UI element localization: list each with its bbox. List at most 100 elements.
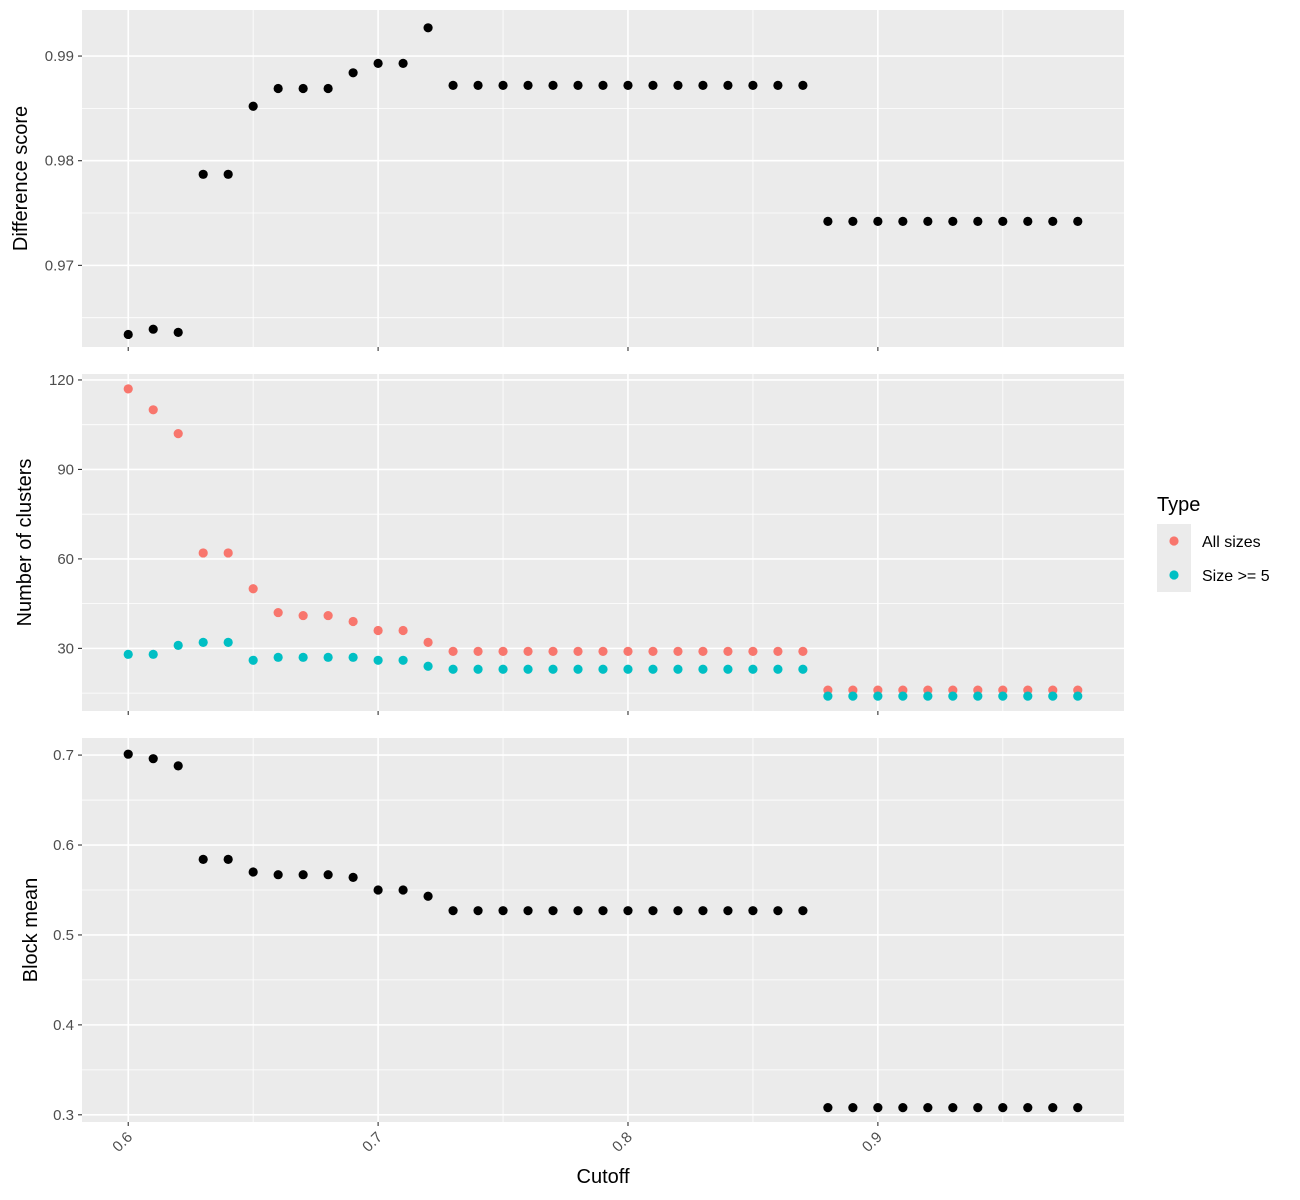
data-point	[498, 664, 508, 674]
data-point	[148, 754, 158, 764]
panel-1: 0.97 0.98 0.99 Difference score	[10, 10, 1124, 351]
data-point	[523, 664, 533, 674]
data-point	[298, 870, 308, 880]
data-point	[248, 584, 258, 594]
data-point	[323, 652, 333, 662]
data-point	[973, 216, 983, 227]
data-point	[623, 646, 633, 656]
data-point	[298, 652, 308, 662]
data-point	[923, 1103, 933, 1113]
x-tick-label: 0.9	[859, 1129, 886, 1156]
data-point	[748, 646, 758, 656]
data-point	[123, 384, 133, 394]
data-point	[748, 664, 758, 674]
data-point	[648, 646, 658, 656]
data-point	[173, 429, 183, 439]
data-point	[148, 324, 158, 334]
data-point	[348, 872, 358, 882]
x-tick-label: 0.6	[109, 1129, 136, 1156]
data-point	[198, 169, 208, 179]
data-point	[948, 216, 958, 227]
data-point	[223, 637, 233, 648]
data-point	[848, 691, 858, 701]
data-point	[373, 655, 383, 665]
data-point	[548, 906, 558, 916]
data-point	[298, 610, 308, 621]
data-point	[1023, 1103, 1033, 1113]
data-point	[673, 80, 683, 90]
data-point	[473, 664, 483, 674]
data-point	[598, 906, 608, 916]
data-point	[773, 80, 783, 90]
y-axis-title: Difference score	[10, 106, 32, 251]
data-point	[473, 80, 483, 90]
y-tick-label: 0.7	[53, 747, 74, 764]
legend-label: All sizes	[1202, 534, 1261, 551]
data-point	[423, 23, 433, 33]
data-point	[1073, 691, 1083, 701]
data-point	[848, 1103, 858, 1113]
data-point	[873, 691, 883, 701]
data-point	[623, 80, 633, 90]
data-point	[198, 637, 208, 648]
data-point	[348, 616, 358, 627]
data-point	[823, 1103, 833, 1113]
data-point	[123, 329, 133, 340]
data-point	[698, 646, 708, 656]
data-point	[223, 169, 233, 179]
data-point	[823, 691, 833, 701]
data-point	[123, 649, 133, 659]
data-point	[773, 664, 783, 674]
y-tick-label: 30	[57, 640, 74, 657]
data-point	[973, 691, 983, 701]
y-tick-label: 0.4	[53, 1017, 74, 1034]
data-point	[723, 664, 733, 674]
y-tick-label: 0.99	[45, 48, 74, 65]
y-tick-label: 90	[57, 461, 74, 478]
data-point	[273, 607, 283, 618]
data-point	[448, 646, 458, 656]
data-point	[848, 216, 858, 227]
data-point	[448, 80, 458, 90]
data-point	[423, 891, 433, 901]
data-point	[673, 646, 683, 656]
data-point	[598, 646, 608, 656]
legend-items: All sizes Size >= 5	[1157, 524, 1270, 592]
y-tick-label: 0.3	[53, 1107, 74, 1124]
data-point	[573, 80, 583, 90]
y-tick-label: 0.5	[53, 927, 74, 944]
data-point	[1023, 691, 1033, 701]
data-point	[398, 625, 408, 636]
panel-3: 0.3 0.4 0.5 0.6 0.7 0.6 0.7 0.8 0.9 Block mean	[20, 738, 1124, 1156]
data-point	[998, 216, 1008, 227]
data-point	[398, 885, 408, 895]
data-point	[998, 1103, 1008, 1113]
data-point	[698, 80, 708, 90]
data-point	[648, 80, 658, 90]
data-point	[223, 548, 233, 558]
data-point	[723, 646, 733, 656]
data-point	[173, 327, 183, 337]
panel-background	[82, 10, 1124, 347]
data-point	[198, 548, 208, 558]
data-point	[798, 80, 808, 90]
data-point	[623, 906, 633, 916]
data-point	[1048, 216, 1058, 227]
y-tick-label: 60	[57, 551, 74, 568]
data-point	[148, 405, 158, 415]
legend-item: Size >= 5	[1157, 558, 1270, 592]
data-point	[898, 216, 908, 227]
data-point	[423, 661, 433, 671]
data-point	[573, 664, 583, 674]
data-point	[523, 646, 533, 656]
y-tick-label: 120	[49, 372, 74, 389]
data-point	[223, 854, 233, 865]
legend-item: All sizes	[1157, 524, 1261, 558]
data-point	[673, 906, 683, 916]
legend-key-point	[1169, 570, 1179, 580]
data-point	[273, 870, 283, 880]
data-point	[598, 664, 608, 674]
data-point	[173, 761, 183, 771]
data-point	[1073, 1103, 1083, 1113]
data-point	[248, 655, 258, 665]
